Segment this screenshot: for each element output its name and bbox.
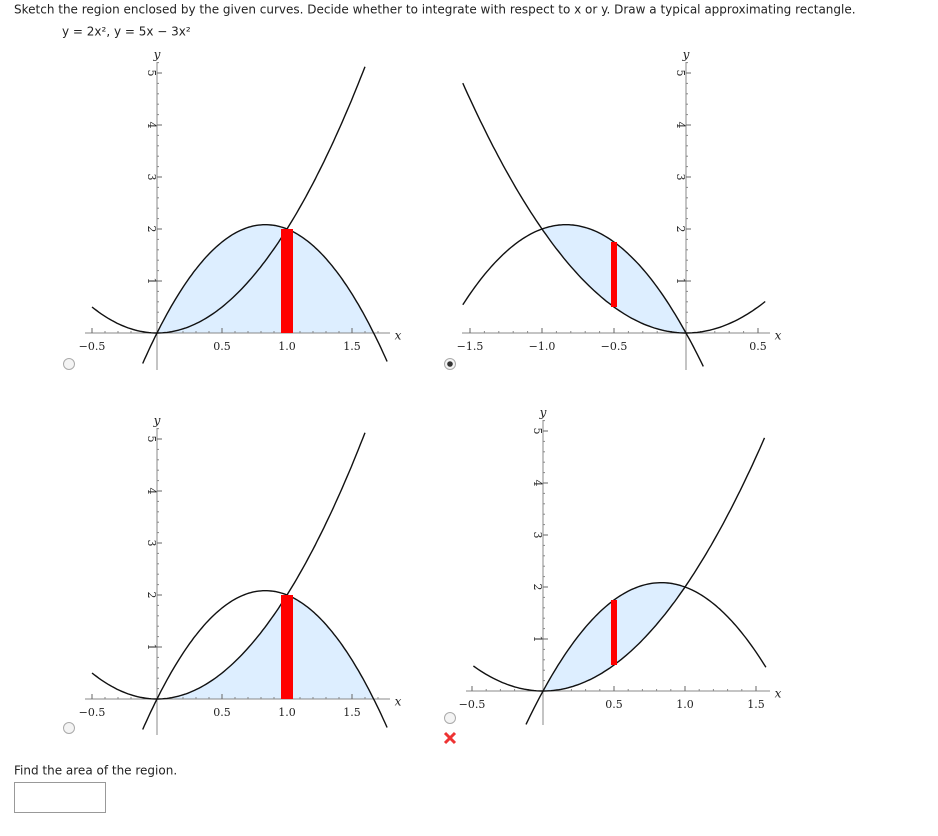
y-tick-label: 1	[531, 636, 544, 643]
plot: −0.5 0.5 1.0 1.5 1 2 3 4 5 x y	[443, 406, 782, 745]
y-tick-label: 2	[145, 592, 158, 599]
area-prompt: Find the area of the region.	[14, 764, 177, 778]
radio-button[interactable]	[63, 722, 75, 734]
x-tick-label: 1.5	[343, 340, 361, 353]
y-tick-label: 3	[674, 174, 687, 181]
y-tick-label: 4	[531, 480, 544, 487]
curve	[142, 224, 388, 364]
radio-dot	[447, 361, 453, 367]
y-tick-label: 5	[145, 436, 158, 443]
x-tick-label: 1.5	[747, 698, 765, 711]
curve	[462, 224, 704, 367]
x-tick-label: −1.5	[457, 340, 484, 353]
x-axis-label: x	[775, 329, 782, 343]
plot: −0.5 0.5 1.0 1.5 1 2 3 4 5 x y	[63, 48, 402, 370]
y-tick-label: 3	[531, 532, 544, 539]
x-axis-label: x	[395, 329, 402, 343]
x-tick-label: −0.5	[79, 340, 106, 353]
y-tick-label: 1	[145, 278, 158, 285]
x-tick-label: 1.0	[278, 340, 296, 353]
y-tick-label: 4	[145, 122, 158, 129]
y-tick-label: 1	[145, 644, 158, 651]
y-tick-label: 5	[531, 428, 544, 435]
y-axis-label: y	[153, 414, 161, 428]
approximating-rectangle	[611, 242, 617, 307]
x-tick-label: 1.0	[676, 698, 694, 711]
y-tick-label: 5	[145, 70, 158, 77]
region-shading	[157, 224, 374, 333]
equations: y = 2x², y = 5x − 3x²	[62, 25, 191, 39]
question-text: Sketch the region enclosed by the given …	[14, 3, 856, 17]
x-tick-label: 0.5	[213, 340, 231, 353]
x-tick-label: 0.5	[605, 698, 623, 711]
curve	[472, 437, 766, 692]
curve	[525, 582, 767, 725]
y-axis-label: y	[682, 48, 690, 62]
curve	[91, 66, 366, 334]
curve	[142, 590, 388, 730]
curve	[91, 432, 366, 700]
y-tick-label: 4	[145, 488, 158, 495]
answer-input[interactable]	[14, 782, 106, 813]
incorrect-mark	[443, 731, 457, 745]
region-shading	[157, 595, 374, 699]
approximating-rectangle	[611, 600, 617, 665]
approximating-rectangle	[281, 229, 293, 333]
y-axis-label: y	[153, 48, 161, 62]
x-tick-label: 1.0	[278, 706, 296, 719]
x-axis-label: x	[395, 695, 402, 709]
y-tick-label: 5	[674, 70, 687, 77]
x-tick-label: −0.5	[79, 706, 106, 719]
x-tick-label: 0.5	[213, 706, 231, 719]
x-tick-label: 0.5	[749, 340, 767, 353]
x-tick-label: −1.0	[529, 340, 556, 353]
x-tick-label: −0.5	[601, 340, 628, 353]
plot: −0.5 0.5 1.0 1.5 1 2 3 4 5 x y	[63, 414, 402, 735]
radio-button[interactable]	[444, 712, 456, 724]
y-tick-label: 3	[145, 174, 158, 181]
x-tick-label: −0.5	[459, 698, 486, 711]
radio-button[interactable]	[63, 358, 75, 370]
y-tick-label: 4	[674, 122, 687, 129]
y-tick-label: 1	[674, 278, 687, 285]
y-tick-label: 2	[531, 584, 544, 591]
x-axis-label: x	[775, 687, 782, 701]
y-axis-label: y	[539, 406, 547, 420]
x-tick-label: 1.5	[343, 706, 361, 719]
y-tick-label: 2	[674, 226, 687, 233]
plot: −1.5 −1.0 −0.5 0.5 1 2 3 4 5 x y	[444, 48, 782, 370]
y-tick-label: 2	[145, 226, 158, 233]
y-tick-label: 3	[145, 540, 158, 547]
approximating-rectangle	[281, 595, 293, 699]
